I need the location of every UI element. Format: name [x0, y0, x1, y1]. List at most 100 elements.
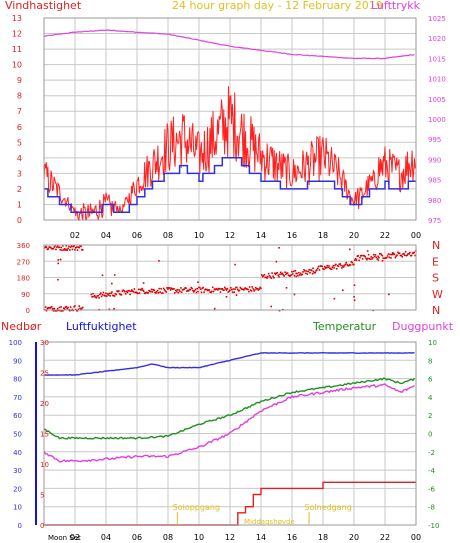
wind-direction-point [174, 292, 176, 294]
wind-direction-point [126, 291, 129, 294]
wind-tick-label: 11 [12, 45, 22, 54]
wind-direction-point [136, 292, 138, 294]
wind-direction-point [395, 255, 397, 257]
wind-direction-point [397, 252, 400, 255]
humidity-tick-label: 0 [18, 522, 22, 530]
wind-direction-point [218, 288, 221, 290]
x-tick-label: 04 [101, 533, 111, 542]
wind-direction-point [80, 245, 82, 248]
wind-direction-point [212, 290, 215, 293]
wind-direction-point [389, 253, 391, 256]
humidity-tick-label: 20 [13, 485, 22, 493]
wind-axis-title: Vindhastighet [5, 0, 82, 12]
wind-direction-point [117, 290, 119, 293]
wind-direction-point [78, 246, 80, 249]
wind-direction-point [309, 272, 311, 274]
wind-direction-point [185, 287, 187, 289]
wind-direction-point [217, 287, 220, 290]
wind-direction-point [70, 245, 73, 247]
dewpoint-line [43, 383, 415, 463]
wind-direction-point [293, 275, 296, 277]
wind-tick-label: 13 [12, 14, 22, 23]
pressure-tick-label: 980 [428, 197, 441, 205]
wind-direction-point [354, 257, 357, 260]
wind-direction-point [373, 255, 376, 258]
wind-tick-label: 5 [17, 138, 22, 147]
wind-direction-point [163, 288, 166, 291]
wind-direction-point [376, 258, 378, 260]
wind-direction-point [224, 286, 226, 289]
wind-direction-point [60, 306, 62, 308]
wind-direction-point [378, 256, 380, 259]
wind-direction-point [200, 291, 203, 294]
wind-direction-point [334, 264, 336, 267]
humidity-tick-label: 10 [13, 504, 22, 512]
wind-average-line [44, 157, 416, 213]
wind-direction-point [151, 291, 154, 293]
wind-direction-point [261, 274, 263, 276]
x-tick-label: 10 [194, 533, 204, 542]
wind-direction-point [346, 263, 348, 266]
wind-direction-point [380, 254, 383, 256]
wind-direction-point [366, 258, 368, 261]
wind-direction-point [281, 272, 284, 275]
wind-direction-point [103, 294, 105, 297]
wind-direction-point [381, 259, 384, 262]
x-tick-label: 04 [101, 231, 111, 240]
wind-direction-point [234, 288, 236, 290]
wind-direction-point [111, 282, 113, 285]
wind-direction-point [113, 295, 116, 297]
wind-direction-point [54, 245, 56, 247]
wind-direction-point [293, 293, 296, 296]
wind-direction-point [176, 289, 179, 291]
wind-direction-point [220, 288, 223, 290]
wind-direction-point [247, 288, 249, 291]
wind-direction-point [221, 288, 223, 290]
wind-direction-point [285, 273, 287, 276]
wind-direction-point [403, 254, 406, 256]
wind-direction-point [270, 305, 272, 308]
wind-direction-point [62, 245, 64, 247]
wind-direction-point [255, 288, 258, 290]
wind-direction-point [383, 257, 385, 260]
wind-direction-point [341, 267, 343, 269]
wind-direction-point [113, 307, 115, 310]
wind-direction-point [78, 305, 80, 307]
wind-direction-point [286, 272, 289, 274]
wind-direction-point [263, 273, 266, 276]
wind-direction-point [328, 265, 330, 267]
wind-direction-point [120, 294, 123, 296]
wind-direction-point [359, 256, 361, 259]
wind-direction-point [197, 281, 199, 283]
wind-tick-label: 10 [12, 61, 22, 70]
wind-direction-point [290, 274, 292, 276]
x-tick-label: 00 [411, 231, 421, 240]
rain-tick-label: 0 [40, 522, 44, 530]
wind-direction-point [374, 254, 377, 256]
sunset-label: Solnedgang [304, 503, 351, 512]
wind-direction-point [406, 254, 409, 256]
wind-direction-point [310, 269, 313, 272]
moon-set-label: Moon Set [48, 534, 81, 542]
wind-direction-point [57, 262, 59, 265]
wind-direction-point [384, 257, 386, 259]
wind-direction-point [238, 289, 241, 292]
wind-direction-point [172, 288, 174, 290]
wind-direction-point [342, 266, 345, 268]
wind-direction-point [369, 258, 372, 261]
wind-direction-point [50, 247, 53, 250]
wind-direction-point [228, 290, 230, 292]
rain-tick-label: 10 [40, 461, 49, 469]
wind-direction-point [273, 272, 276, 275]
wind-direction-point [335, 268, 338, 270]
wind-direction-point [300, 274, 303, 276]
wind-direction-point [203, 291, 205, 293]
wind-direction-point [318, 269, 321, 271]
wind-tick-label: 6 [17, 123, 22, 132]
wind-direction-point [335, 263, 337, 266]
wind-direction-point [362, 254, 365, 257]
wind-direction-point [53, 246, 56, 248]
wind-direction-point [173, 288, 175, 290]
wind-direction-point [390, 257, 392, 259]
wind-direction-point [46, 248, 49, 251]
